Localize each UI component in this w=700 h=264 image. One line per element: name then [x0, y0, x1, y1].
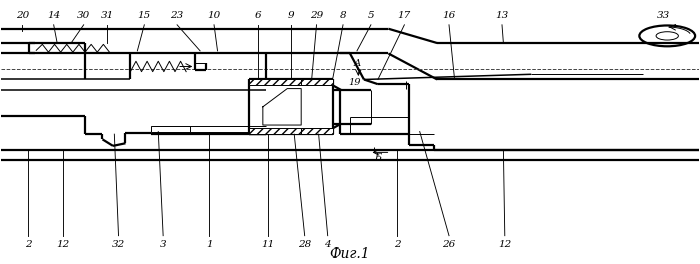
Text: 17: 17 — [398, 11, 411, 20]
Text: 28: 28 — [298, 240, 312, 249]
Text: 23: 23 — [171, 11, 183, 20]
Text: 9: 9 — [288, 11, 294, 20]
Text: 26: 26 — [442, 240, 456, 249]
Bar — [151, 126, 190, 132]
Text: 8: 8 — [340, 11, 346, 20]
Polygon shape — [262, 89, 301, 125]
Text: Б: Б — [374, 153, 382, 162]
Text: 5: 5 — [368, 11, 374, 20]
Text: 16: 16 — [442, 11, 456, 20]
Text: 13: 13 — [496, 11, 509, 20]
Text: 2: 2 — [394, 240, 400, 249]
Text: 2: 2 — [25, 240, 32, 249]
Bar — [249, 79, 301, 85]
Bar — [301, 79, 332, 85]
Text: 6: 6 — [255, 11, 261, 20]
Text: 20: 20 — [15, 11, 29, 20]
Text: 1: 1 — [206, 240, 213, 249]
Text: 31: 31 — [101, 11, 114, 20]
Text: 12: 12 — [498, 240, 512, 249]
Text: А: А — [354, 59, 361, 68]
Text: 19: 19 — [349, 78, 361, 87]
Text: 32: 32 — [112, 240, 125, 249]
Text: 10: 10 — [207, 11, 220, 20]
Text: 30: 30 — [77, 11, 90, 20]
Text: 3: 3 — [160, 240, 167, 249]
Bar — [301, 128, 332, 134]
Text: 15: 15 — [138, 11, 151, 20]
Text: 4: 4 — [324, 240, 331, 249]
Bar — [249, 128, 301, 134]
Text: 12: 12 — [56, 240, 69, 249]
Text: 29: 29 — [310, 11, 323, 20]
Text: 33: 33 — [657, 11, 671, 20]
Text: Фиг.1: Фиг.1 — [330, 247, 370, 261]
Text: 14: 14 — [47, 11, 60, 20]
Text: 11: 11 — [261, 240, 274, 249]
